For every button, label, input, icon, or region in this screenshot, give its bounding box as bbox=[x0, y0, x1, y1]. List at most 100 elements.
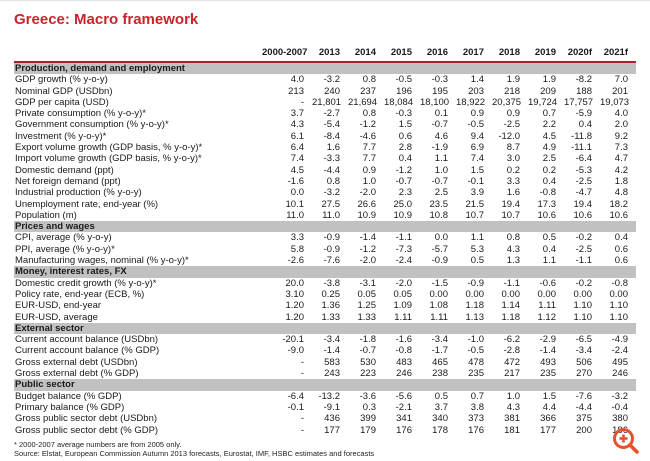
cell-value: 0.4 bbox=[542, 175, 556, 187]
cell-value: 17,757 bbox=[564, 96, 594, 108]
zoom-in-icon[interactable] bbox=[611, 426, 641, 456]
cell-value: 1.18 bbox=[465, 300, 485, 312]
cell-value: 0.05 bbox=[357, 288, 377, 300]
cell-value: -4.7 bbox=[575, 187, 592, 199]
cell-value: -3.2 bbox=[611, 390, 628, 402]
row-label: Net foreign demand (ppt) bbox=[15, 175, 121, 187]
cell-value: -1.6 bbox=[395, 334, 412, 346]
cell-value: 19,724 bbox=[528, 96, 558, 108]
cell-value: 5.8 bbox=[290, 243, 304, 255]
cell-value: 4.4 bbox=[542, 401, 556, 413]
cell-value: 0.6 bbox=[614, 243, 628, 255]
table-row: Investment (% y-o-y)* 6.1 -8.4 -4.6 0.6 4.6 9.… bbox=[14, 131, 636, 142]
cell-value: 0.9 bbox=[506, 108, 520, 120]
cell-value: 19.4 bbox=[573, 198, 593, 210]
cell-value: - bbox=[300, 413, 304, 425]
cell-value: -0.8 bbox=[539, 187, 556, 199]
table-row: Net foreign demand (ppt) -1.6 0.8 1.0 -0.7 -0… bbox=[14, 176, 636, 187]
column-header: 2018 bbox=[492, 43, 528, 63]
cell-value: -7.6 bbox=[575, 390, 592, 402]
cell-value: 1.09 bbox=[393, 300, 413, 312]
cell-value: 483 bbox=[396, 356, 412, 368]
footnote-source: Source: Elstat, European Commission Autu… bbox=[14, 449, 375, 459]
cell-value: -3.6 bbox=[359, 390, 376, 402]
cell-value: 23.5 bbox=[429, 198, 449, 210]
table-row: Manufacturing wages, nominal (% y-o-y)* -… bbox=[14, 255, 636, 266]
cell-value: - bbox=[300, 368, 304, 380]
cell-value: 10.6 bbox=[609, 209, 629, 221]
section-header: Prices and wages bbox=[14, 221, 636, 233]
cell-value: -9.0 bbox=[287, 345, 304, 357]
cell-value: 3.9 bbox=[470, 187, 484, 199]
cell-value: 4.3 bbox=[506, 401, 520, 413]
cell-value: -4.4 bbox=[575, 401, 592, 413]
table-row: Government consumption (% y-o-y)* 4.3 -5.4… bbox=[14, 119, 636, 130]
cell-value: -20.1 bbox=[282, 334, 304, 346]
column-header: 2000-2007 bbox=[262, 43, 312, 63]
cell-value: 1.10 bbox=[609, 311, 629, 323]
cell-value: 478 bbox=[468, 356, 484, 368]
table-row: Budget balance (% GDP) -6.4 -13.2 -3.6 -5.6 0… bbox=[14, 391, 636, 402]
cell-value: -1.0 bbox=[467, 334, 484, 346]
table-row: Unemployment rate, end-year (%) 10.1 27.5 2… bbox=[14, 199, 636, 210]
cell-value: 0.7 bbox=[470, 390, 484, 402]
section-header-row: Money, interest rates, FX bbox=[14, 266, 636, 278]
macro-table: 2000-2007 2013 2014 2015 2016 2017 2018 2019 202… bbox=[14, 43, 636, 436]
row-label: GDP per capita (USD) bbox=[15, 96, 109, 108]
cell-value: -2.5 bbox=[575, 175, 592, 187]
cell-value: 0.00 bbox=[573, 288, 593, 300]
cell-value: -8.2 bbox=[575, 74, 592, 86]
table-row: Import volume growth (GDP basis, % y-o-y… bbox=[14, 153, 636, 164]
cell-value: 0.4 bbox=[614, 232, 628, 244]
cell-value: 18,084 bbox=[384, 96, 414, 108]
row-label: Primary balance (% GDP) bbox=[15, 401, 125, 413]
cell-value: 3.7 bbox=[290, 108, 304, 120]
cell-value: 1.10 bbox=[609, 300, 629, 312]
cell-value: -6.5 bbox=[575, 334, 592, 346]
cell-value: -5.6 bbox=[395, 390, 412, 402]
table-row: Current account balance (USDbn) -20.1 -3.4… bbox=[14, 334, 636, 345]
cell-value: 0.00 bbox=[609, 288, 629, 300]
cell-value: - bbox=[300, 424, 304, 436]
cell-value: 1.11 bbox=[538, 300, 556, 312]
cell-value: 217 bbox=[504, 368, 520, 380]
cell-value: -0.9 bbox=[431, 255, 448, 267]
cell-value: - bbox=[300, 356, 304, 368]
table-row: Industrial production (% y-o-y) 0.0 -3.2 -2… bbox=[14, 187, 636, 198]
cell-value: 1.5 bbox=[398, 119, 412, 131]
cell-value: 10.6 bbox=[537, 209, 557, 221]
row-label: Export volume growth (GDP basis, % y-o-y… bbox=[15, 142, 203, 154]
cell-value: 246 bbox=[396, 368, 412, 380]
cell-value: -0.5 bbox=[395, 74, 412, 86]
cell-value: 2.2 bbox=[542, 119, 556, 131]
section-header: External sector bbox=[14, 322, 636, 335]
header-row: 2000-2007 2013 2014 2015 2016 2017 2018 2019 202… bbox=[14, 43, 636, 63]
cell-value: 0.2 bbox=[542, 164, 556, 176]
cell-value: 5.3 bbox=[470, 243, 484, 255]
cell-value: 21,694 bbox=[348, 96, 378, 108]
cell-value: 179 bbox=[360, 424, 376, 436]
cell-value: -3.4 bbox=[575, 345, 592, 357]
cell-value: -0.8 bbox=[611, 277, 628, 289]
cell-value: -3.1 bbox=[359, 277, 376, 289]
cell-value: 9.4 bbox=[470, 130, 484, 142]
row-label: EUR-USD, end-year bbox=[15, 300, 102, 312]
cell-value: 1.10 bbox=[573, 300, 593, 312]
column-header: 2014 bbox=[348, 43, 384, 63]
cell-value: 1.10 bbox=[573, 311, 593, 323]
cell-value: -1.4 bbox=[359, 232, 376, 244]
row-label: GDP growth (% y-o-y) bbox=[15, 74, 108, 86]
cell-value: 0.8 bbox=[326, 175, 340, 187]
cell-value: 1.25 bbox=[357, 300, 377, 312]
cell-value: 1.0 bbox=[434, 164, 448, 176]
row-label: Private consumption (% y-o-y)* bbox=[15, 108, 146, 120]
cell-value: 506 bbox=[576, 356, 592, 368]
cell-value: -2.0 bbox=[395, 277, 412, 289]
cell-value: -5.3 bbox=[575, 164, 592, 176]
cell-value: -0.9 bbox=[323, 232, 340, 244]
cell-value: -2.5 bbox=[575, 243, 592, 255]
cell-value: -6.4 bbox=[287, 390, 304, 402]
cell-value: -3.4 bbox=[323, 334, 340, 346]
cell-value: 3.3 bbox=[290, 232, 304, 244]
